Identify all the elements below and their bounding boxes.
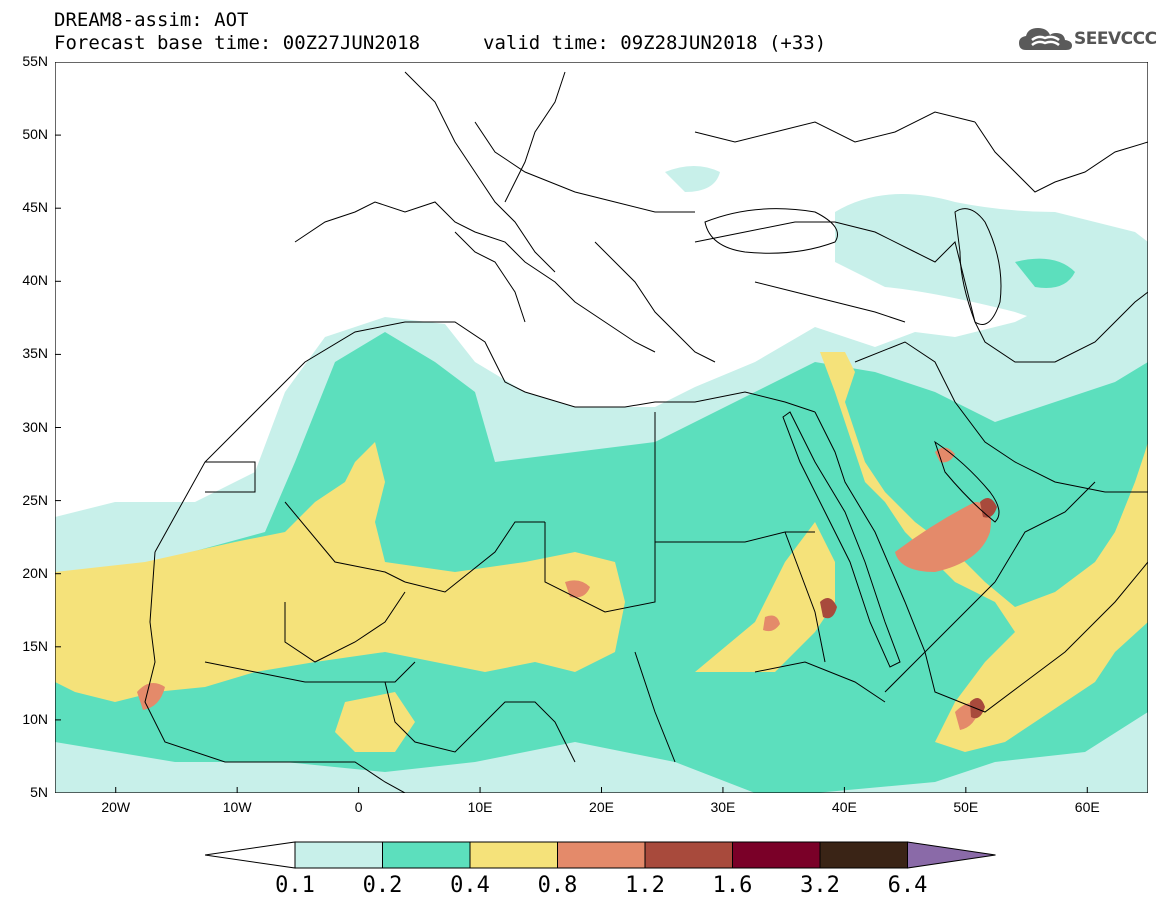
black-sea [704, 208, 838, 254]
map-title: DREAM8-assim: AOT [54, 9, 249, 31]
colorbar-segment [382, 841, 471, 869]
lon-label: 20W [101, 799, 131, 815]
colorbar-segment [294, 841, 383, 869]
colorbar-label: 0.1 [275, 873, 315, 898]
lat-label: 10N [22, 710, 48, 727]
seevccc-logo: SEEVCCC [1018, 24, 1158, 54]
lon-label: 60E [1074, 799, 1100, 815]
forecast-base-time: Forecast base time: 00Z27JUN2018 valid ti… [54, 32, 826, 54]
lat-label: 20N [22, 564, 48, 581]
colorbar-segment [732, 841, 821, 869]
lat-label: 45N [22, 199, 48, 216]
lat-label: 25N [22, 491, 48, 508]
valid-time: valid time: 09Z28JUN2018 (+33) [483, 32, 827, 54]
lon-label: 30E [710, 799, 736, 815]
colorbar-label: 0.2 [362, 873, 403, 898]
colorbar-over-arrow [907, 841, 996, 869]
lat-label: 30N [22, 418, 48, 435]
colorbar-label: 1.6 [712, 873, 753, 898]
lon-label: 40E [831, 799, 857, 815]
colorbar-label: 0.8 [537, 873, 578, 898]
coastlines [144, 71, 1148, 793]
axis-ticks [55, 62, 1088, 793]
colorbar-label: 1.2 [625, 873, 665, 898]
aot-band-0.4 [55, 352, 1148, 752]
aot-map [55, 62, 1148, 793]
lon-label: 0 [354, 799, 363, 815]
lat-label: 5N [30, 784, 48, 800]
colorbar-label: 3.2 [800, 873, 840, 898]
colorbar-segment [819, 841, 908, 869]
colorbar-segment [644, 841, 733, 869]
cloud-icon [1019, 28, 1072, 50]
lon-label: 10E [467, 799, 493, 815]
colorbar-label: 0.4 [450, 873, 490, 898]
lat-label: 50N [22, 126, 48, 143]
red-sea [782, 411, 901, 668]
persian-gulf [934, 440, 1000, 523]
colorbar-label: 6.4 [887, 873, 928, 898]
colorbar-segment [557, 841, 646, 869]
logo-text: SEEVCCC [1074, 29, 1157, 49]
base-time-text: Forecast base time: 00Z27JUN2018 [54, 32, 421, 54]
colorbar-segment [469, 841, 558, 869]
lat-label: 40N [22, 272, 48, 289]
lat-label: 35N [22, 345, 48, 362]
aot-band-0.8 [137, 447, 991, 730]
colorbar [205, 841, 996, 869]
lat-label: 55N [22, 53, 48, 69]
colorbar-under-arrow [205, 841, 296, 869]
lon-label: 50E [953, 799, 979, 815]
lon-label: 20E [589, 799, 614, 815]
caspian-sea [954, 208, 1002, 325]
lon-label: 10W [222, 799, 252, 815]
lat-label: 15N [22, 637, 48, 654]
